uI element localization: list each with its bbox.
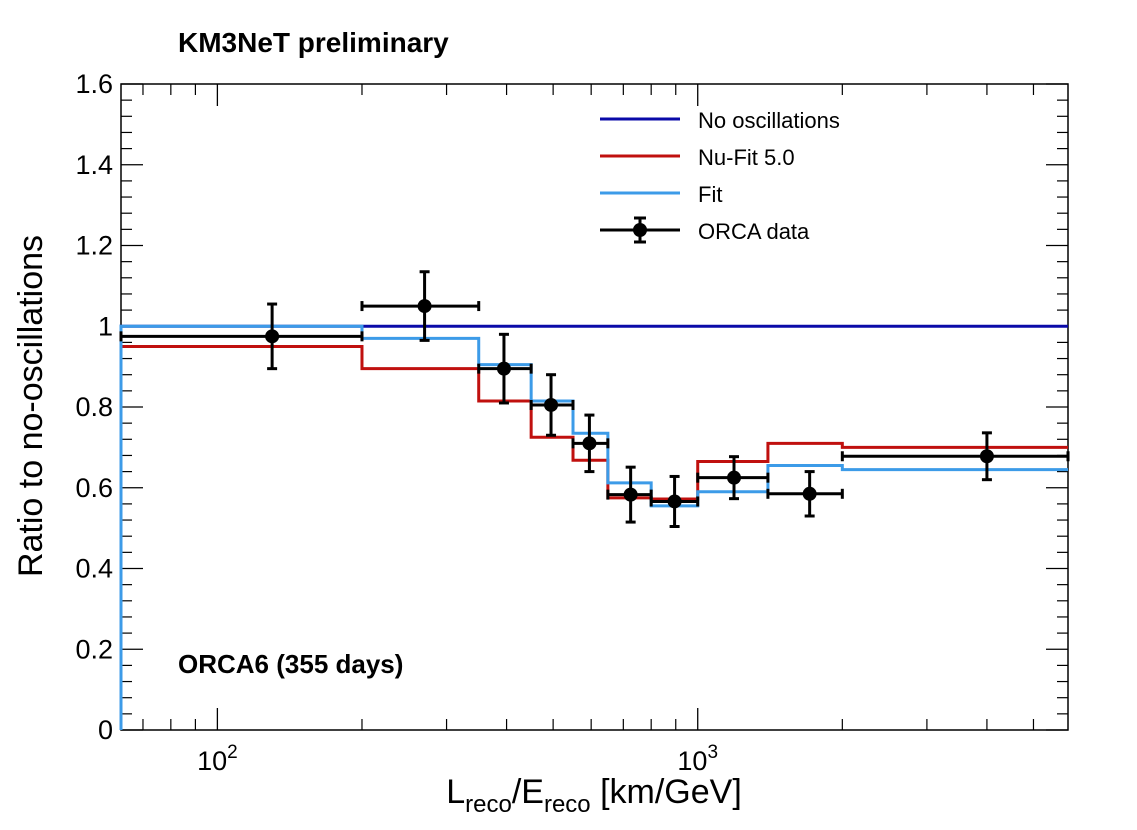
data-point: [496, 361, 511, 376]
data-point: [544, 397, 559, 412]
x-axis-label: Lreco/Ereco [km/GeV]: [446, 773, 742, 818]
data-point: [623, 487, 638, 502]
y-tick-label: 0: [98, 715, 113, 745]
data-point: [802, 486, 817, 501]
x-tick-label: 102: [197, 742, 238, 776]
data-point: [979, 449, 994, 464]
x-tick-label: 103: [677, 742, 718, 776]
y-axis-label: Ratio to no-oscillations: [12, 235, 50, 577]
y-tick-label: 0.4: [75, 554, 113, 584]
legend-data-marker: [633, 223, 647, 237]
legend-label: Nu-Fit 5.0: [698, 145, 795, 170]
y-tick-label: 1.6: [75, 69, 113, 99]
plot-frame: [120, 83, 1069, 731]
y-tick-label: 0.2: [75, 634, 113, 664]
data-point: [417, 299, 432, 314]
data-point: [265, 329, 280, 344]
y-tick-label: 1: [98, 311, 113, 341]
y-tick-label: 1.4: [75, 150, 113, 180]
dataset-annotation: ORCA6 (355 days): [178, 649, 403, 679]
header-label: KM3NeT preliminary: [178, 27, 449, 58]
legend-label: ORCA data: [698, 219, 810, 244]
legend-label: No oscillations: [698, 108, 840, 133]
data-point: [667, 494, 682, 509]
legend-label: Fit: [698, 182, 722, 207]
y-tick-label: 0.8: [75, 392, 113, 422]
y-tick-label: 1.2: [75, 231, 113, 261]
data-point: [727, 470, 742, 485]
data-point: [582, 436, 597, 451]
y-tick-label: 0.6: [75, 473, 113, 503]
